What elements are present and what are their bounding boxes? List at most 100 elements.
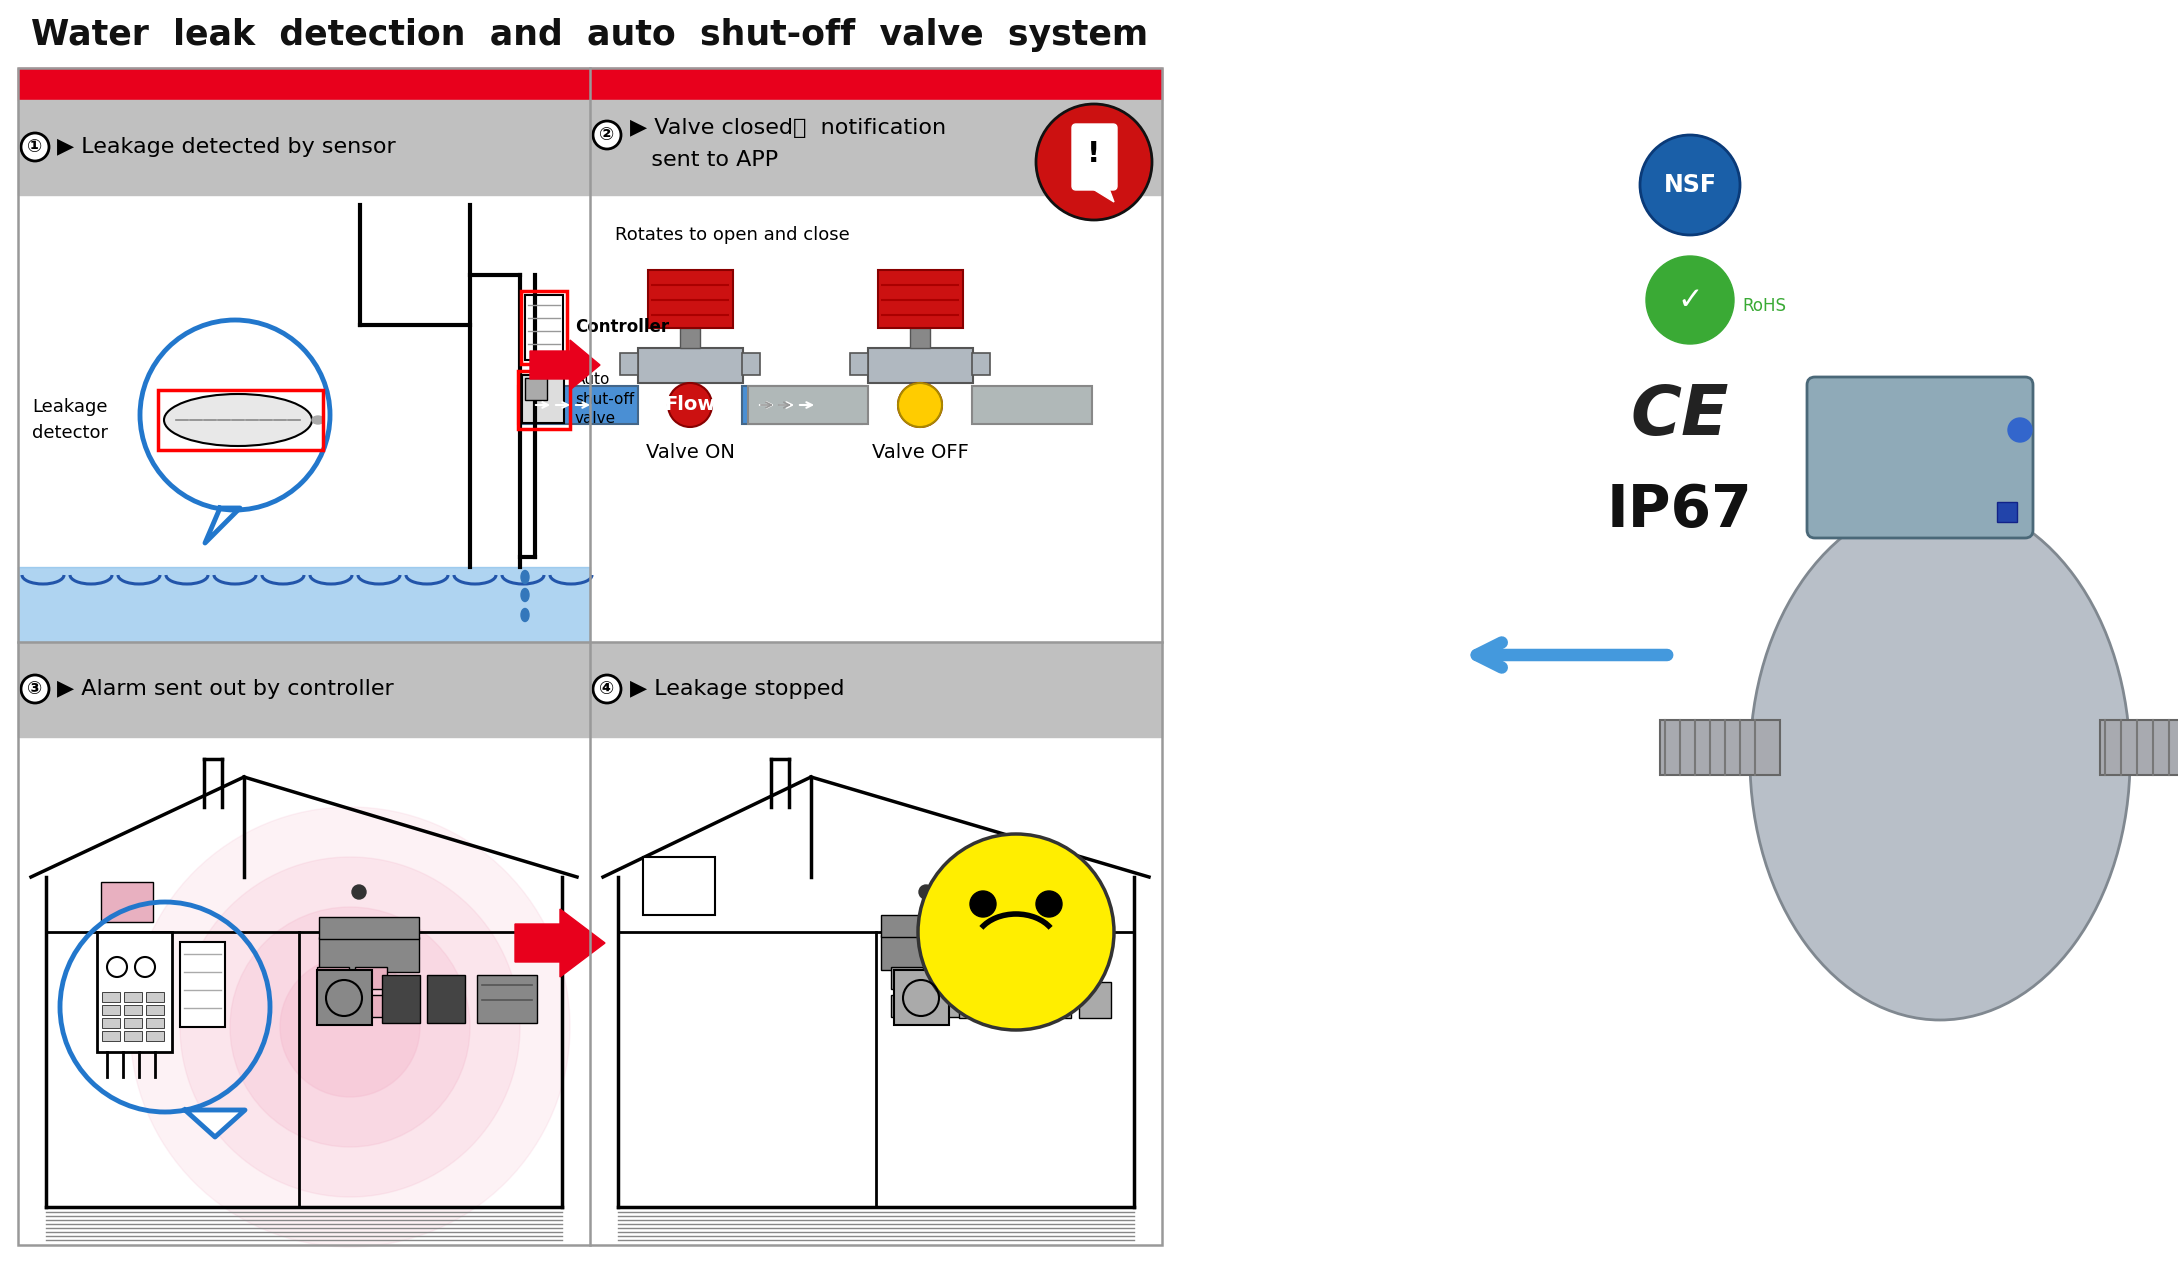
Bar: [17, 69, 1163, 1245]
Bar: [102, 992, 120, 1002]
Text: ▶ Leakage detected by sensor: ▶ Leakage detected by sensor: [57, 137, 396, 157]
Bar: [98, 932, 172, 1052]
Bar: [146, 1031, 163, 1041]
Bar: [318, 966, 348, 989]
Bar: [17, 69, 1163, 100]
Circle shape: [592, 121, 621, 149]
Bar: [1660, 720, 1779, 775]
Bar: [869, 348, 974, 384]
Bar: [102, 1019, 120, 1027]
Text: sent to APP: sent to APP: [629, 150, 778, 170]
Bar: [427, 975, 464, 1024]
Bar: [17, 566, 590, 643]
Text: Controller: Controller: [575, 318, 669, 337]
Bar: [146, 992, 163, 1002]
Ellipse shape: [1749, 500, 2130, 1020]
Bar: [318, 994, 348, 1017]
Circle shape: [897, 384, 943, 427]
Bar: [930, 994, 960, 1017]
Circle shape: [22, 674, 48, 704]
Bar: [878, 271, 963, 328]
Ellipse shape: [163, 394, 311, 446]
Text: Rotates to open and close: Rotates to open and close: [614, 226, 849, 244]
Bar: [1000, 982, 1030, 1019]
Text: IP67: IP67: [1607, 481, 1753, 538]
Bar: [525, 378, 547, 400]
Bar: [355, 966, 388, 989]
Bar: [880, 914, 980, 937]
Circle shape: [592, 674, 621, 704]
Bar: [743, 353, 760, 375]
Text: Flow: Flow: [664, 395, 717, 414]
Circle shape: [2008, 418, 2032, 442]
Text: Water  leak  detection  and  auto  shut-off  valve  system: Water leak detection and auto shut-off v…: [30, 18, 1148, 52]
Polygon shape: [1089, 185, 1113, 202]
Circle shape: [131, 806, 571, 1247]
Bar: [17, 643, 590, 737]
Ellipse shape: [521, 570, 529, 583]
Circle shape: [231, 907, 470, 1147]
Bar: [100, 881, 152, 922]
Text: Leakage
detector: Leakage detector: [33, 398, 109, 442]
Circle shape: [897, 384, 943, 427]
Polygon shape: [205, 508, 240, 544]
Text: ▶ Alarm sent out by controller: ▶ Alarm sent out by controller: [57, 679, 394, 699]
Bar: [649, 271, 734, 328]
Bar: [747, 386, 869, 424]
Bar: [971, 386, 1091, 424]
Circle shape: [669, 384, 712, 427]
Circle shape: [1640, 135, 1740, 235]
Bar: [743, 386, 862, 424]
Circle shape: [181, 857, 521, 1198]
Circle shape: [1037, 104, 1152, 220]
Bar: [124, 992, 142, 1002]
Polygon shape: [185, 1110, 244, 1137]
Bar: [849, 353, 869, 375]
Text: ▶ Leakage stopped: ▶ Leakage stopped: [629, 679, 845, 699]
Bar: [638, 348, 743, 384]
Text: ③: ③: [28, 679, 44, 699]
Bar: [124, 1031, 142, 1041]
Circle shape: [1647, 257, 1734, 344]
Bar: [2100, 720, 2178, 775]
Bar: [958, 982, 991, 1019]
Bar: [1039, 982, 1072, 1019]
FancyBboxPatch shape: [1808, 377, 2032, 538]
FancyBboxPatch shape: [1072, 124, 1117, 190]
Bar: [355, 994, 388, 1017]
Bar: [181, 942, 224, 1027]
Text: ④: ④: [599, 679, 614, 699]
Bar: [521, 291, 566, 364]
Text: RoHS: RoHS: [1742, 297, 1786, 315]
Bar: [318, 917, 418, 939]
Bar: [590, 100, 1163, 196]
Bar: [971, 353, 991, 375]
Ellipse shape: [521, 608, 529, 621]
Bar: [318, 970, 372, 1025]
Text: ▶ Valve closed，  notification: ▶ Valve closed， notification: [629, 118, 945, 138]
Bar: [518, 371, 571, 429]
Bar: [318, 937, 418, 972]
Circle shape: [281, 958, 420, 1097]
Bar: [643, 857, 714, 914]
Bar: [102, 1031, 120, 1041]
Bar: [381, 975, 420, 1024]
Bar: [1078, 982, 1111, 1019]
Bar: [880, 935, 980, 970]
Bar: [930, 966, 960, 989]
Text: !: !: [1087, 140, 1100, 168]
Bar: [102, 1005, 120, 1015]
Text: CE: CE: [1631, 381, 1729, 448]
Bar: [891, 994, 923, 1017]
Text: ✓: ✓: [1677, 286, 1703, 315]
Bar: [17, 100, 590, 196]
Circle shape: [919, 885, 932, 899]
Bar: [146, 1005, 163, 1015]
FancyArrow shape: [514, 909, 605, 977]
Bar: [893, 970, 950, 1025]
Bar: [518, 386, 638, 424]
Ellipse shape: [521, 588, 529, 602]
Bar: [910, 328, 930, 348]
Text: ②: ②: [599, 126, 614, 144]
Bar: [525, 295, 562, 359]
